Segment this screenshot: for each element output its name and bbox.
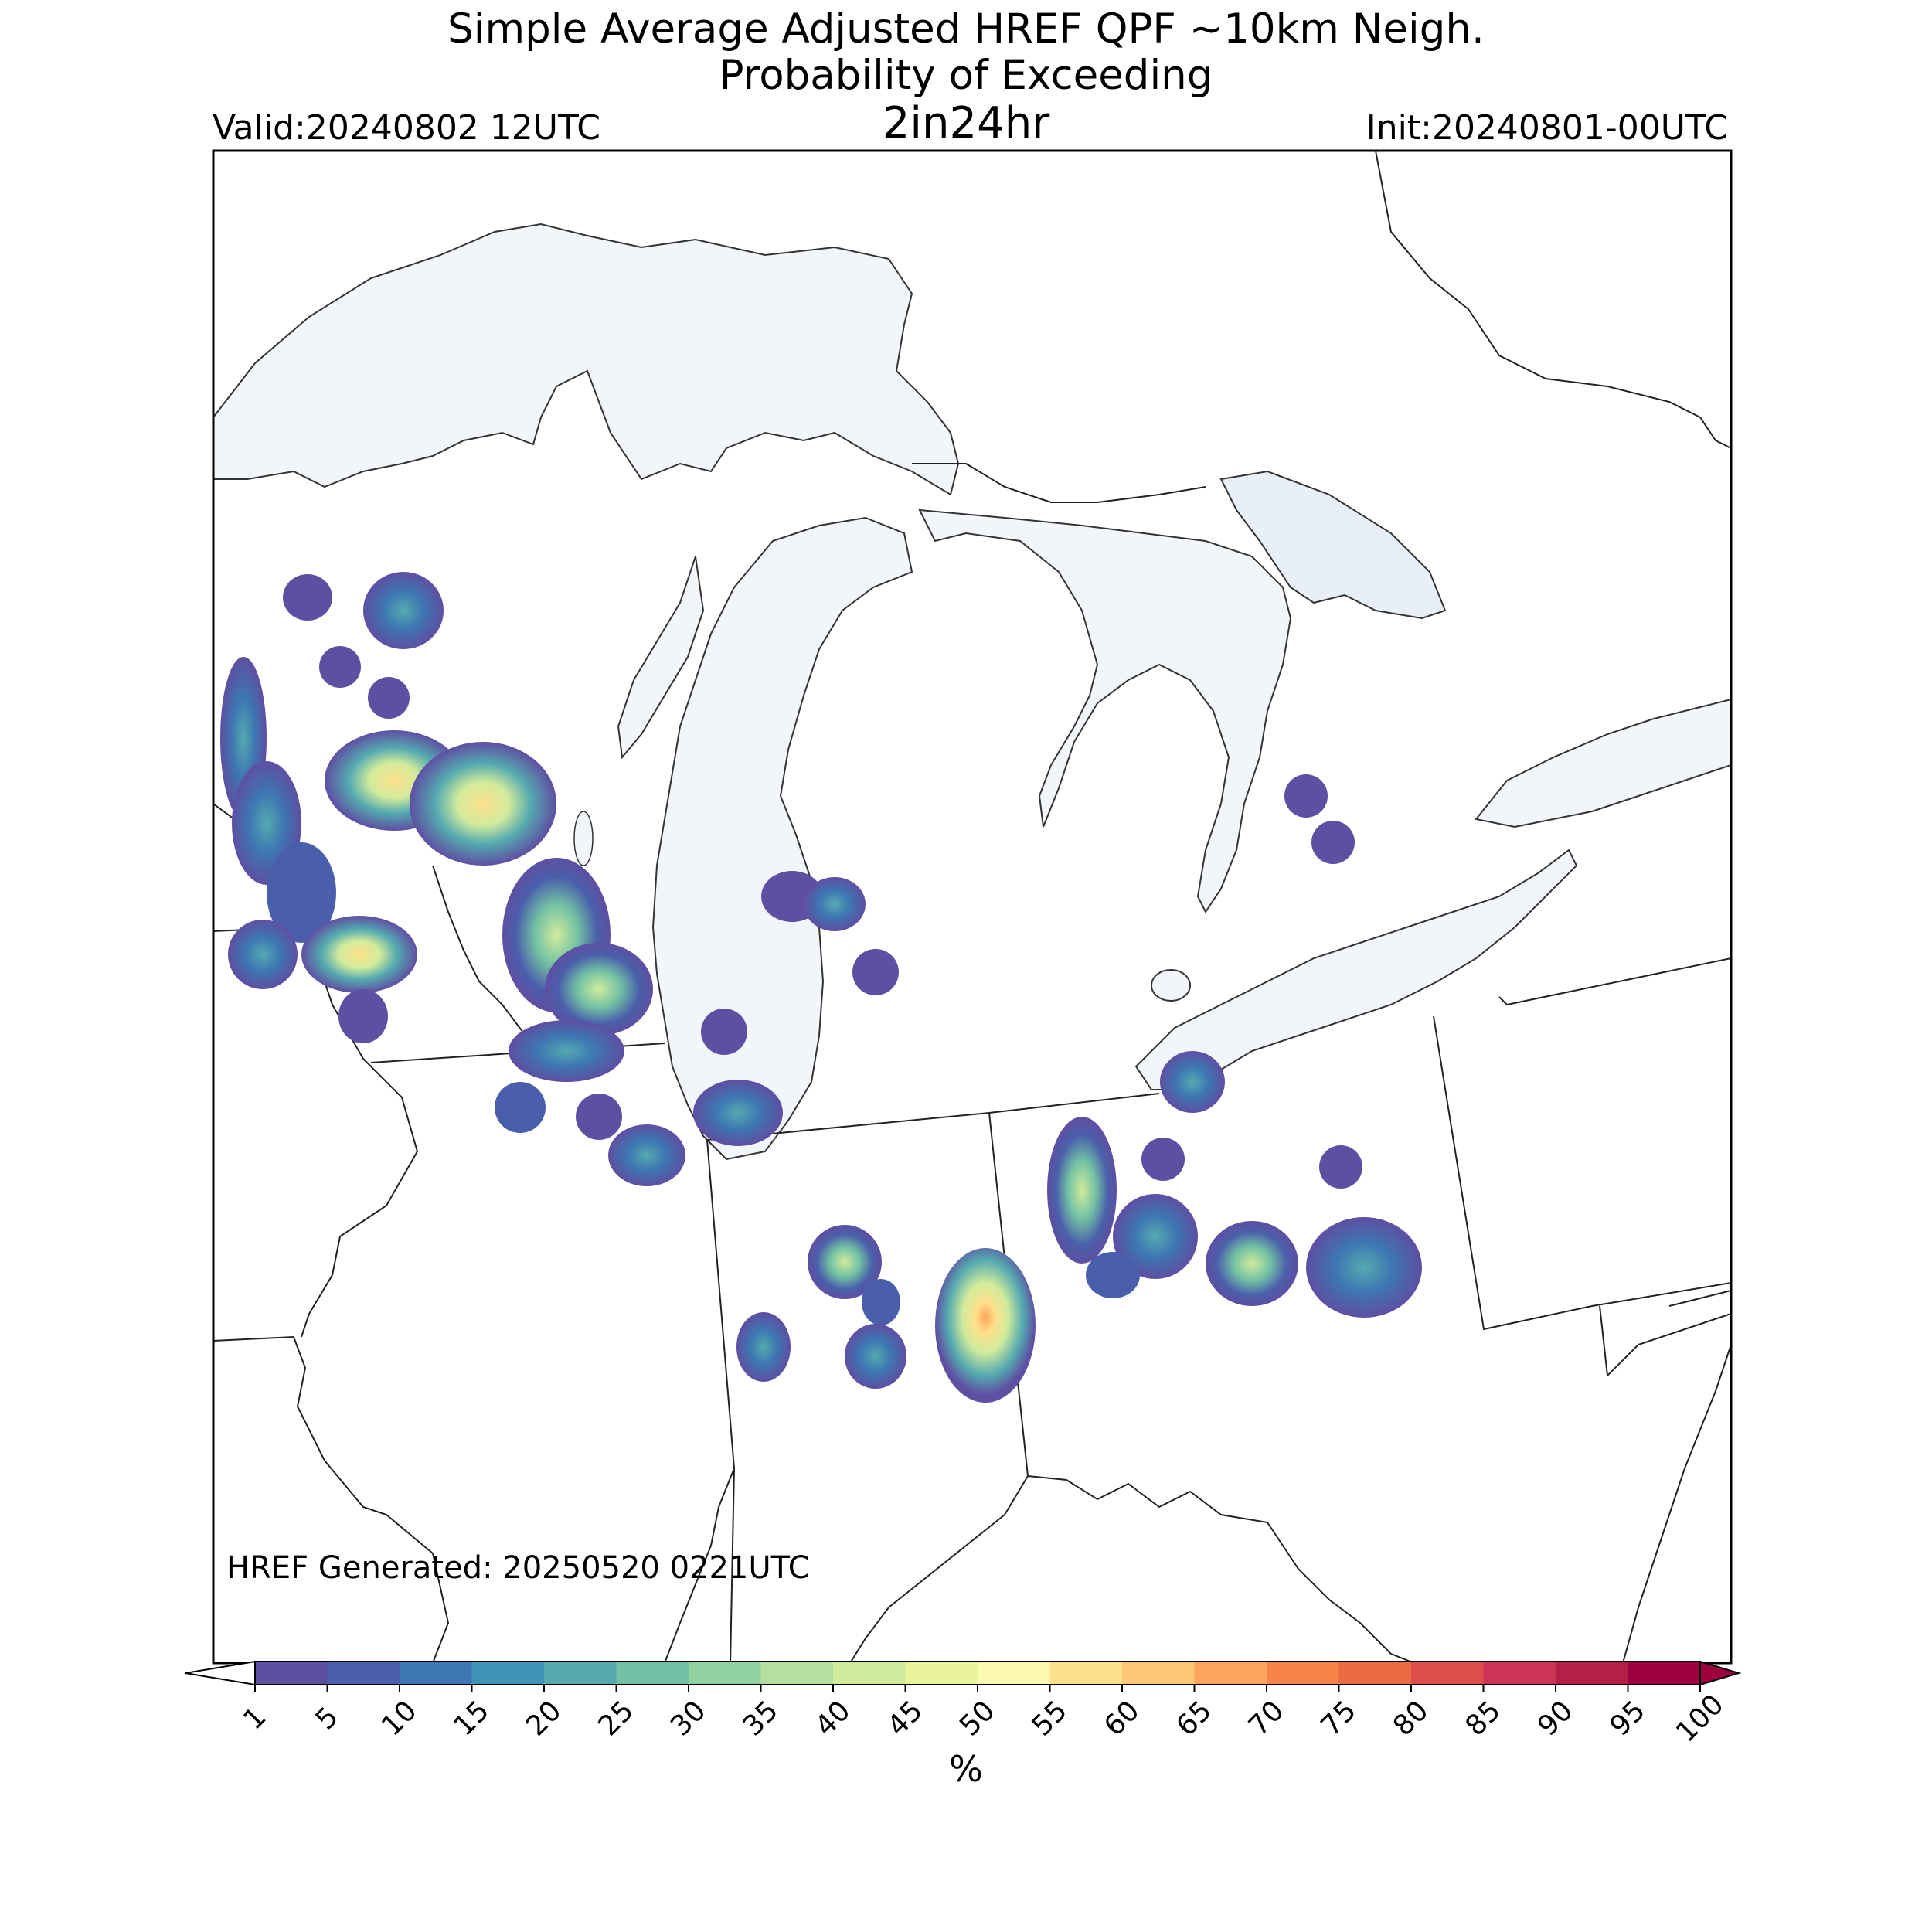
colorbar-segment — [616, 1662, 689, 1685]
prob-cell — [804, 877, 866, 931]
lake-huron — [918, 509, 1292, 913]
title-line-3: 2in24hr — [882, 98, 1050, 148]
prob-cell — [228, 920, 298, 989]
colorbar-tick-label: 95 — [1604, 1695, 1651, 1742]
colorbar-segment — [1628, 1662, 1701, 1685]
colorbar-segment — [1049, 1662, 1123, 1685]
colorbar-tick-label: 60 — [1098, 1695, 1145, 1742]
prob-cell — [1306, 1217, 1422, 1318]
colorbar-segment — [1483, 1662, 1556, 1685]
prob-cell — [338, 989, 388, 1043]
prob-cell — [852, 949, 899, 995]
colorbar-tick-label: 80 — [1387, 1695, 1434, 1742]
prob-cell — [1206, 1221, 1298, 1306]
valid-time: Valid:20240802 12UTC — [213, 108, 601, 148]
prob-cell — [1311, 821, 1355, 864]
prob-cell — [1284, 774, 1328, 818]
prob-cell — [363, 572, 444, 649]
lake-winnebago — [573, 811, 594, 866]
prob-cell — [576, 1094, 622, 1140]
prob-cell — [935, 1248, 1036, 1403]
colorbar-tick-label: 90 — [1532, 1695, 1579, 1742]
colorbar-segment — [1122, 1662, 1195, 1685]
colorbar-extend-low — [185, 1660, 256, 1686]
prob-cell — [693, 1080, 783, 1146]
prob-cell — [1113, 1194, 1198, 1279]
colorbar-tick-label: 55 — [1026, 1695, 1073, 1742]
prob-cell — [862, 1279, 900, 1325]
colorbar-segment — [400, 1662, 472, 1685]
colorbar-segment — [978, 1662, 1050, 1685]
colorbar-tick-label: 40 — [809, 1695, 856, 1742]
lake-superior — [213, 223, 960, 496]
prob-cell — [1319, 1145, 1362, 1189]
colorbar-segment — [689, 1662, 761, 1685]
init-time: Init:20240801-00UTC — [1366, 108, 1728, 148]
prob-cell — [301, 916, 417, 993]
lake-michigan — [651, 516, 913, 1161]
green-bay — [617, 556, 705, 760]
colorbar-segment — [905, 1662, 978, 1685]
colorbar-segment — [255, 1662, 328, 1685]
prob-cell — [410, 742, 556, 866]
colorbar-tick-label: 45 — [882, 1695, 929, 1742]
colorbar-unit-label: % — [949, 1748, 983, 1790]
prob-cell — [1141, 1138, 1185, 1181]
colorbar: 1 5 10 15 20 25 30 35 40 45 50 55 60 65 70 75 80 85 90 95 10… — [185, 1660, 1742, 1749]
colorbar-segment — [760, 1662, 834, 1685]
prob-cell — [368, 677, 410, 719]
prob-cell — [845, 1324, 906, 1389]
prob-cell — [267, 842, 336, 943]
colorbar-tick-label: 1 — [237, 1701, 272, 1736]
colorbar-segment — [1194, 1662, 1267, 1685]
colorbar-tick-label: 35 — [737, 1695, 784, 1742]
colorbar-segment — [833, 1662, 906, 1685]
map-area — [213, 151, 1731, 1663]
prob-cell — [545, 943, 653, 1036]
colorbar-tick-label: 100 — [1670, 1689, 1730, 1749]
probability-field — [220, 572, 1422, 1403]
colorbar-tick-label: 75 — [1315, 1695, 1362, 1742]
colorbar-tick-label: 10 — [376, 1695, 423, 1742]
prob-cell — [608, 1124, 685, 1186]
prob-cell — [509, 1020, 624, 1082]
colorbar-segment — [1267, 1662, 1339, 1685]
title-line-2: Probability of Exceeding — [719, 52, 1213, 99]
prob-cell — [283, 574, 332, 621]
colorbar-extend-high — [1699, 1660, 1742, 1686]
colorbar-tick-label: 70 — [1243, 1695, 1290, 1742]
generated-stamp: HREF Generated: 20250520 0221UTC — [226, 1550, 810, 1586]
colorbar-tick-label: 50 — [954, 1695, 1001, 1742]
lake-ontario — [1475, 698, 1731, 828]
lake-erie — [1134, 849, 1578, 1090]
title-line-1: Simple Average Adjusted HREF QPF ~10km N… — [447, 5, 1485, 53]
prob-cell — [1086, 1252, 1140, 1298]
colorbar-tick-label: 20 — [520, 1695, 567, 1742]
prob-cell — [495, 1082, 546, 1133]
prob-cell — [736, 1312, 791, 1382]
prob-cell — [701, 1009, 747, 1055]
georgian-bay — [1219, 470, 1447, 620]
colorbar-segment — [1338, 1662, 1412, 1685]
colorbar-segment — [471, 1662, 545, 1685]
prob-cell — [1047, 1117, 1117, 1264]
prob-cell — [1160, 1051, 1225, 1113]
colorbar-tick-label: 25 — [593, 1695, 640, 1742]
colorbar-tick-label: 85 — [1460, 1695, 1507, 1742]
colorbar-segment — [1556, 1662, 1628, 1685]
prob-cell — [808, 1225, 882, 1299]
prob-cell — [319, 646, 361, 688]
lake-st-clair — [1151, 969, 1191, 1002]
colorbar-segment — [327, 1662, 400, 1685]
colorbar-segment — [1411, 1662, 1484, 1685]
colorbar-tick-label: 65 — [1171, 1695, 1218, 1742]
colorbar-tick-label: 15 — [448, 1695, 495, 1742]
colorbar-segment — [544, 1662, 617, 1685]
colorbar-tick-label: 30 — [665, 1695, 712, 1742]
colorbar-tick-label: 5 — [310, 1701, 345, 1736]
